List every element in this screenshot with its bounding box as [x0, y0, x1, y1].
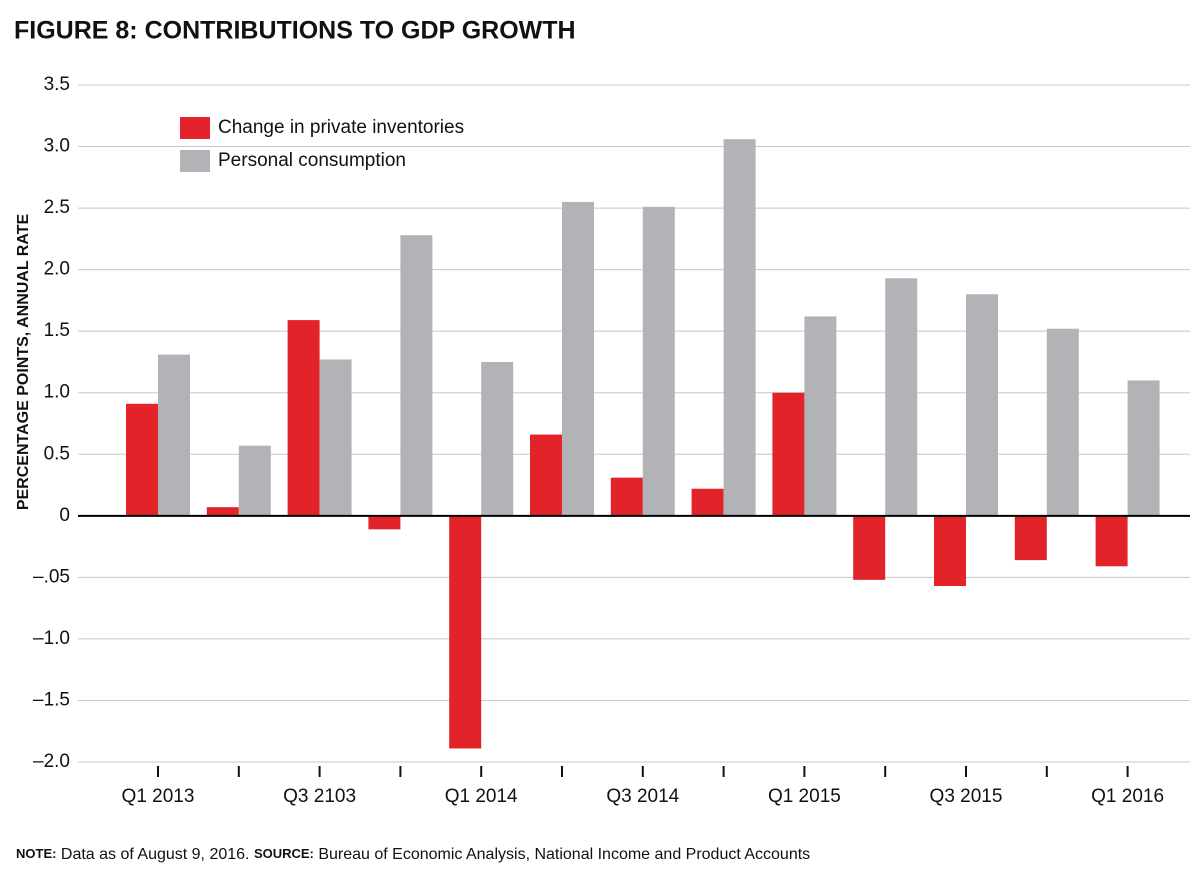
bar [126, 403, 158, 516]
bar [562, 201, 594, 516]
note-text: Data as of August 9, 2016. [61, 846, 250, 863]
bar [804, 316, 837, 516]
chart-title: FIGURE 8: CONTRIBUTIONS TO GDP GROWTH [14, 17, 576, 45]
bar [319, 359, 352, 516]
bar [158, 354, 190, 516]
legend-swatch [180, 117, 210, 139]
bar [691, 488, 724, 516]
bar [238, 445, 271, 516]
y-tick-label: 3.0 [44, 136, 70, 157]
x-tick-label: Q1 2016 [1091, 786, 1164, 807]
y-tick-label: 2.5 [44, 197, 70, 218]
y-tick-label: 0 [59, 505, 70, 526]
bar [642, 206, 675, 516]
bar [1046, 328, 1079, 516]
y-tick-label: –1.5 [33, 689, 70, 710]
x-tick-label: Q1 2015 [768, 786, 841, 807]
note-label: NOTE: [16, 846, 56, 861]
bar [481, 361, 514, 516]
bar [610, 477, 643, 516]
x-tick-label: Q3 2014 [606, 786, 679, 807]
bar [1014, 515, 1047, 561]
bar [723, 139, 756, 516]
x-tick-label: Q3 2103 [283, 786, 356, 807]
y-tick-label: 0.5 [44, 443, 70, 464]
bar [966, 294, 998, 516]
x-tick-label: Q1 2014 [445, 786, 518, 807]
bar [885, 278, 918, 516]
footnote: NOTE: Data as of August 9, 2016. SOURCE:… [16, 846, 810, 863]
y-tick-label: 1.5 [44, 320, 70, 341]
source-text: Bureau of Economic Analysis, National In… [318, 846, 810, 863]
y-tick-label: 1.0 [44, 382, 70, 403]
bar [1127, 380, 1160, 516]
legend-label: Change in private inventories [218, 117, 464, 138]
y-tick-label: 2.0 [44, 259, 70, 280]
bar [1095, 515, 1128, 567]
legend-label: Personal consumption [218, 150, 406, 171]
y-tick-label: –2.0 [33, 751, 70, 772]
y-tick-label: –1.0 [33, 628, 70, 649]
source-label: SOURCE: [254, 846, 314, 861]
bar [206, 507, 239, 516]
bar [400, 235, 433, 516]
bar [530, 434, 562, 516]
y-tick-label: –.05 [33, 566, 70, 587]
x-tick-label: Q3 2015 [930, 786, 1003, 807]
bar [449, 515, 482, 749]
x-tick-label: Q1 2013 [122, 786, 195, 807]
bar [287, 320, 320, 516]
bar [853, 515, 886, 580]
y-tick-label: 3.5 [44, 74, 70, 95]
bar [368, 515, 401, 530]
legend-swatch [180, 150, 210, 172]
y-axis-label: PERCENTAGE POINTS, ANNUAL RATE [15, 214, 32, 511]
bar [934, 515, 966, 586]
bar [772, 392, 805, 516]
